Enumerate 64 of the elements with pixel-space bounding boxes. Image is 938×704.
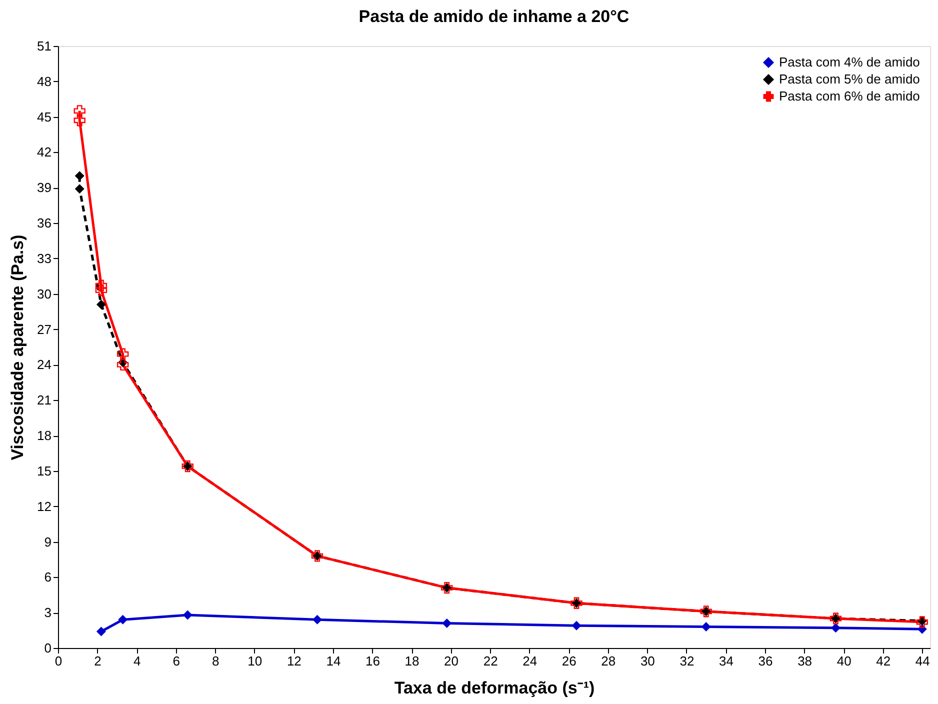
y-tick-label: 39 (37, 180, 52, 196)
point (118, 614, 128, 624)
y-tick-label: 3 (44, 605, 52, 620)
x-tick-label: 16 (366, 654, 380, 668)
x-tick-label: 4 (133, 654, 141, 668)
y-tick-label: 0 (44, 640, 52, 656)
x-tick-label: 24 (522, 654, 538, 668)
x-tick-label: 12 (286, 654, 302, 668)
x-tick-label: 26 (562, 654, 576, 668)
point (701, 622, 711, 632)
point (96, 626, 106, 636)
y-tick-label: 9 (44, 534, 52, 550)
y-tick-label: 30 (37, 286, 52, 302)
y-tick-label: 27 (37, 322, 52, 337)
x-tick-label: 42 (876, 654, 891, 668)
chart-title: Pasta de amido de inhame a 20°C (358, 7, 630, 26)
x-tick-label: 28 (601, 654, 616, 668)
legend-label: Pasta com 4% de amido (779, 54, 920, 70)
point (95, 280, 108, 292)
x-tick-label: 14 (326, 654, 341, 668)
x-tick-label: 30 (640, 654, 655, 668)
point (96, 300, 106, 310)
point (74, 105, 86, 117)
x-tick-label: 22 (483, 654, 498, 668)
x-tick-label: 44 (915, 654, 930, 668)
y-tick-label: 36 (37, 216, 52, 231)
point (74, 184, 84, 194)
point (116, 358, 129, 371)
x-tick-label: 18 (404, 654, 420, 668)
legend-label: Pasta com 6% de amido (779, 88, 920, 104)
y-tick-label: 33 (37, 250, 52, 266)
point (74, 114, 86, 126)
x-tick-label: 6 (172, 654, 180, 668)
x-tick-label: 36 (758, 654, 773, 668)
point (312, 614, 322, 624)
y-tick-label: 42 (37, 144, 52, 160)
y-tick-label: 21 (37, 392, 52, 408)
x-tick-label: 0 (54, 654, 62, 668)
point (572, 620, 582, 630)
point (182, 610, 192, 620)
point (830, 623, 840, 633)
y-tick-label: 24 (37, 357, 52, 372)
x-tick-label: 32 (680, 654, 694, 668)
y-tick-label: 45 (37, 109, 52, 124)
legend-label: Pasta com 5% de amido (779, 72, 920, 86)
x-tick-label: 34 (719, 654, 734, 668)
x-tick-label: 20 (444, 654, 459, 668)
y-tick-label: 15 (37, 463, 52, 478)
point (95, 284, 108, 296)
x-tick-label: 10 (248, 654, 262, 668)
point (74, 171, 84, 181)
y-tick-label: 6 (44, 570, 52, 585)
x-axis-title: Taxa de deformação (s⁻¹) (394, 678, 595, 698)
y-tick-label: 12 (37, 498, 52, 514)
y-tick-label: 51 (37, 38, 52, 54)
point (442, 618, 452, 628)
y-tick-label: 48 (37, 74, 52, 89)
x-tick-label: 2 (94, 654, 102, 668)
y-tick-label: 18 (37, 428, 52, 444)
y-axis-title: Viscosidade aparente (Pa.s) (8, 234, 28, 460)
x-tick-label: 8 (212, 654, 220, 668)
x-tick-label: 38 (798, 654, 812, 668)
point (116, 348, 129, 360)
x-tick-label: 40 (836, 654, 852, 668)
